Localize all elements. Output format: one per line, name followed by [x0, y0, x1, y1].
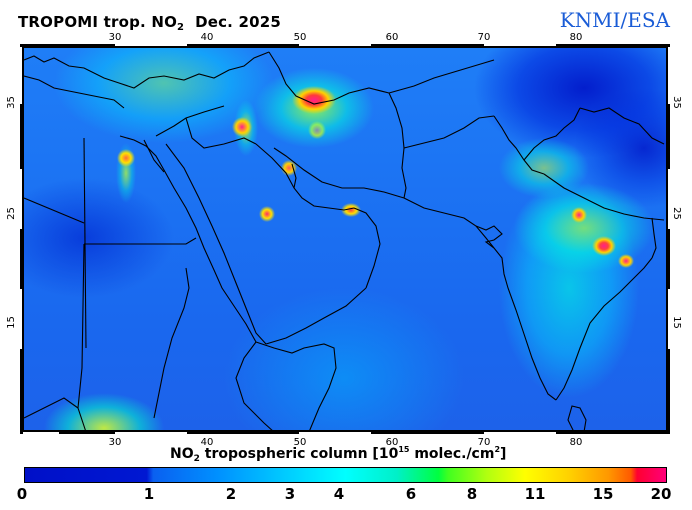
longitude-tick-label: 30 [108, 32, 122, 43]
latitude-tick-label: 15 [5, 316, 17, 329]
colorbar-tick-label: 8 [466, 485, 478, 503]
latitude-tick-label: 35 [5, 96, 17, 109]
longitude-tick-label: 50 [293, 437, 307, 448]
longitude-tick-label: 70 [477, 437, 491, 448]
colorbar-title: NO2 tropospheric column [1015 molec./cm2… [170, 445, 507, 464]
frame-ticks-left [20, 44, 23, 434]
longitude-tick-label: 60 [385, 437, 399, 448]
colorbar-tick-label: 15 [592, 485, 614, 503]
longitude-tick-label: 40 [200, 437, 214, 448]
latitude-tick-label: 15 [670, 316, 682, 329]
longitude-tick-label: 80 [569, 437, 583, 448]
frame-ticks-bottom [20, 431, 670, 434]
latitude-tick-label: 35 [670, 96, 682, 109]
latitude-tick-label: 25 [670, 207, 682, 220]
colorbar-tick-label: 4 [333, 485, 345, 503]
longitude-tick-label: 80 [569, 32, 583, 43]
colorbar-tick-label: 0 [16, 485, 28, 503]
longitude-tick-label: 50 [293, 32, 307, 43]
longitude-tick-label: 40 [200, 32, 214, 43]
colorbar-tick-label: 20 [650, 485, 672, 503]
longitude-tick-label: 60 [385, 32, 399, 43]
longitude-tick-label: 70 [477, 32, 491, 43]
colorbar-tick-label: 6 [405, 485, 417, 503]
frame-ticks-top [20, 44, 670, 47]
longitude-tick-label: 30 [108, 437, 122, 448]
colorbar-tick-label: 11 [524, 485, 546, 503]
latitude-tick-label: 25 [5, 207, 17, 220]
colorbar-tick-label: 3 [284, 485, 296, 503]
colorbar [24, 467, 667, 483]
frame-ticks-right [667, 44, 670, 434]
colorbar-tick-label: 2 [225, 485, 237, 503]
credit-label: KNMI/ESA [559, 8, 670, 32]
borders-and-coastlines [24, 51, 665, 430]
map-title: TROPOMI trop. NO2 Dec. 2025 [18, 13, 282, 33]
colorbar-tick-label: 1 [143, 485, 155, 503]
no2-heatmap [23, 47, 667, 431]
